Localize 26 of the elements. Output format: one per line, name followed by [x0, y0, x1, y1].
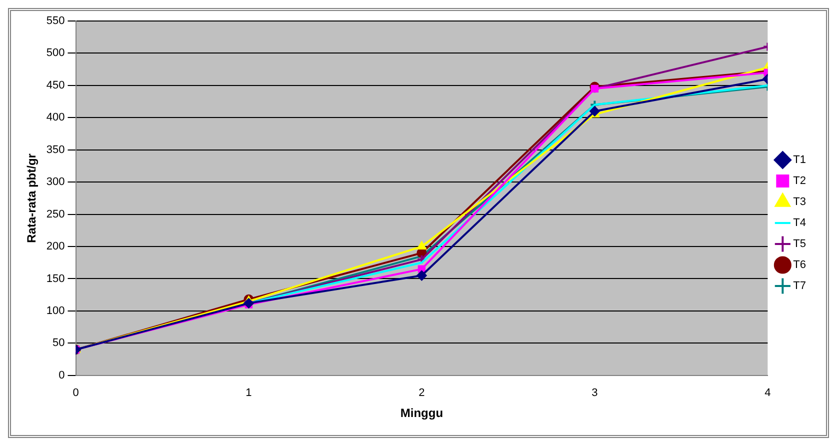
legend-label: T6 [793, 259, 806, 272]
y-tick-label: 450 [46, 79, 65, 92]
y-tick-label: 550 [46, 15, 65, 28]
y-tick-label: 100 [46, 304, 65, 317]
y-tick-label: 350 [46, 144, 65, 156]
y-tick-label: 150 [46, 272, 65, 285]
x-tick-label: 4 [764, 387, 771, 400]
y-tick-label: 250 [46, 208, 65, 220]
y-axis-title: Rata-rata pbt/gr [24, 153, 39, 243]
y-tick-label: 50 [52, 337, 65, 350]
legend-label: T1 [793, 154, 806, 166]
x-tick-label: 1 [246, 387, 252, 400]
x-tick-label: 2 [418, 387, 425, 400]
legend-label: T3 [793, 196, 806, 208]
x-tick-label: 0 [72, 387, 79, 400]
legend-label: T2 [793, 175, 806, 188]
x-axis-title: Minggu [400, 406, 444, 420]
legend-label: T7 [793, 280, 806, 292]
legend-label: T4 [793, 217, 806, 230]
y-tick-label: 400 [46, 112, 65, 124]
y-tick-label: 200 [46, 240, 65, 253]
y-tick-label: 300 [46, 176, 65, 188]
x-tick-label: 3 [592, 387, 598, 400]
y-tick-label: 500 [46, 47, 65, 60]
y-tick-label: 0 [58, 369, 65, 382]
legend-label: T5 [793, 238, 806, 250]
